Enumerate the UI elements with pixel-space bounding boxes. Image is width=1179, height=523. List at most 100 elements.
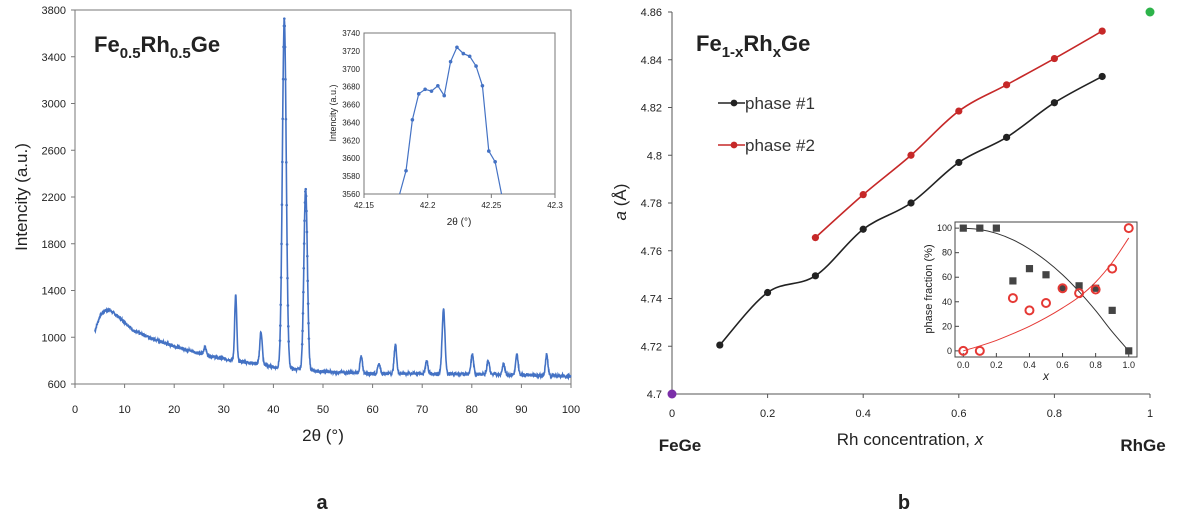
panel-b-title-fe: Fe <box>696 31 722 56</box>
phase-2-point <box>907 151 915 159</box>
panel-a-inset-y-tick-label: 3620 <box>342 136 360 145</box>
panel-a-inset-y-tick-label: 3680 <box>342 83 360 92</box>
xrd-data-point <box>307 321 310 325</box>
panel-b-title-sub2: x <box>773 44 782 61</box>
xrd-data-point <box>307 337 311 340</box>
panel-a-x-tick-label: 70 <box>416 404 428 416</box>
phase-1-fraction-square <box>1058 284 1067 292</box>
phase-2-fraction-circle <box>1074 288 1085 299</box>
xrd-data-point <box>286 276 289 280</box>
panel-a-inset-frame <box>363 32 556 195</box>
xrd-data-point <box>285 243 289 246</box>
panel-b-x-tick-label: 0.6 <box>951 408 966 420</box>
panel-a-title: Fe0.5Rh0.5Ge <box>94 32 220 62</box>
phase-1-point <box>716 341 724 349</box>
panel-b-inset-y-tick-label: 100 <box>937 223 952 233</box>
panel-b-inset-x-tick-label: 0.2 <box>990 360 1003 370</box>
panel-a-x-tick-label: 20 <box>168 404 180 416</box>
phase-2-point <box>1003 81 1011 89</box>
panel-b-y-ticks: 4.7 4.72 4.74 4.76 4.78 4.8 4.82 4.84 4.86 <box>641 7 672 401</box>
fege-endpoint-marker <box>667 389 677 399</box>
panel-b-title-rh: Rh <box>743 31 772 56</box>
panel-a-y-tick-label: 1400 <box>42 286 66 298</box>
phase-2-fraction-circle <box>1041 298 1051 308</box>
panel-b-title-sub1: 1-x <box>722 44 744 61</box>
panel-a-y-ticks: 600 1000 1400 1800 2200 2600 3000 3400 3800 <box>42 5 75 391</box>
panel-a-data <box>94 17 572 381</box>
panel-b-letter: b <box>898 492 910 514</box>
panel-b-inset-x-tick-label: 0.8 <box>1089 360 1102 370</box>
panel-a-x-tick-label: 50 <box>317 404 329 416</box>
inset-zoom-point <box>448 59 453 64</box>
panel-b-inset-bg <box>920 218 1146 384</box>
phase-1-fraction-square <box>1108 306 1116 314</box>
panel-a-letter: a <box>316 492 328 514</box>
panel-a-x-tick-label: 60 <box>366 404 378 416</box>
xrd-data-point <box>281 117 285 121</box>
panel-b-y-tick-label: 4.86 <box>641 7 662 19</box>
phase-1-point <box>907 199 915 207</box>
panel-a-inset-x-tick-label: 42.2 <box>420 201 436 210</box>
xrd-data-point <box>305 209 308 213</box>
phase-1-point <box>1050 99 1058 107</box>
phase-2-point <box>1050 54 1058 63</box>
phase-2-fit-curve <box>963 237 1130 352</box>
panel-a-x-tick-label: 80 <box>466 404 478 416</box>
panel-b-y-tick-label: 4.76 <box>641 246 662 258</box>
panel-b-inset-y-tick-label: 80 <box>942 248 952 258</box>
inset-zoom-point <box>429 89 434 93</box>
phase-2-point <box>811 234 820 242</box>
phase-1-fraction-square <box>976 224 984 232</box>
inset-zoom-point <box>423 87 427 92</box>
panel-b-y-axis-label: a (Å) <box>611 184 630 221</box>
xrd-data-point <box>283 17 286 20</box>
panel-a-y-tick-label: 600 <box>48 379 66 391</box>
xrd-data-point <box>287 340 290 343</box>
xrd-data-point <box>302 266 306 270</box>
inset-zoom-point <box>455 45 459 50</box>
panel-b-x-tick-label: 0.8 <box>1047 408 1062 420</box>
panel-b-x-axis-label: Rh concentration, x <box>837 430 984 449</box>
panel-b-data <box>667 7 1155 399</box>
panel-b-y-tick-label: 4.72 <box>641 341 662 353</box>
panel-a-y-tick-label: 1800 <box>42 239 66 251</box>
panel-a-inset-y-tick-label: 3600 <box>342 154 360 163</box>
panel-a-y-tick-label: 1000 <box>42 332 66 344</box>
panel-b-legend: phase #1 phase #2 <box>718 94 815 155</box>
xrd-data-point <box>283 45 287 49</box>
inset-zoom-point <box>461 51 466 56</box>
panel-b-inset-frame <box>954 221 1138 358</box>
phase-2-fraction-circle <box>1107 263 1118 274</box>
xrd-data-point <box>284 78 287 81</box>
legend-label-phase-2: phase #2 <box>745 136 815 155</box>
phase-1-fraction-square <box>1025 265 1034 273</box>
xrd-data-point <box>285 203 288 207</box>
xrd-data-point <box>283 24 287 28</box>
phase-2-point <box>859 191 867 199</box>
panel-a-inset-x-ticks: 42.15 42.2 42.25 42.3 <box>354 194 563 210</box>
panel-b-inset-x-tick-label: 0.4 <box>1023 360 1036 370</box>
phase-1-fit-curve <box>963 227 1130 352</box>
panel-b-y-tick-label: 4.84 <box>641 55 662 67</box>
panel-a-inset-y-tick-label: 3700 <box>342 65 360 74</box>
panel-b-inset-data <box>958 223 1134 356</box>
xrd-data-point <box>306 254 309 258</box>
phase-2-fraction-circle <box>974 345 985 356</box>
panel-b-y-axis-var: a <box>611 211 630 220</box>
panel-b-x-tick-label: 1 <box>1147 408 1153 420</box>
panel-a-inset-y-axis-label: Intencity (a.u.) <box>328 84 338 141</box>
panel-a-inset-y-tick-label: 3580 <box>342 172 360 181</box>
panel-a-y-tick-label: 3000 <box>42 99 66 111</box>
phase-2-fraction-circle <box>1007 293 1018 304</box>
xrd-data-point <box>304 190 307 193</box>
panel-b-inset-y-tick-label: 0 <box>947 346 952 356</box>
panel-a-title-fe: Fe <box>94 32 120 57</box>
panel-b-inset-y-axis-label: phase fraction (%) <box>923 244 935 333</box>
xrd-data-point <box>300 342 304 346</box>
panel-b-x-axis-var: x <box>974 430 984 449</box>
panel-b-y-tick-label: 4.82 <box>641 103 662 115</box>
xrd-data-point <box>284 161 288 164</box>
xrd-data-point <box>304 194 308 198</box>
phase-1-point <box>764 288 772 297</box>
phase-1-fraction-square <box>1092 284 1100 292</box>
